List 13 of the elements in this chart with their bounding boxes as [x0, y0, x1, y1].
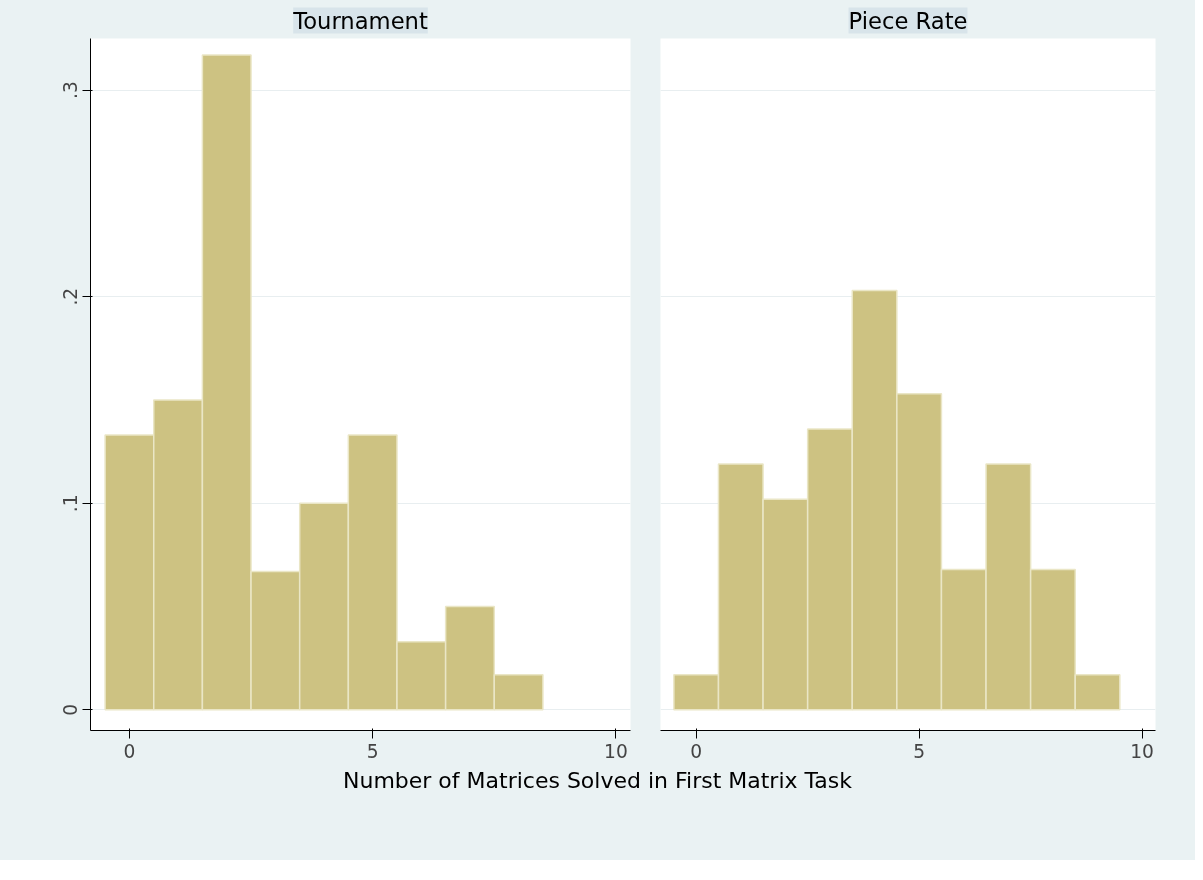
- chart-title: Piece Rate: [848, 7, 968, 34]
- x-tick-label: 5: [913, 740, 926, 762]
- x-tick-label: 10: [1130, 740, 1154, 762]
- chart-title: Tournament: [292, 7, 428, 34]
- x-tick-label: 5: [366, 740, 379, 762]
- y-tick-label: .1: [60, 494, 82, 513]
- x-tick-label: 0: [690, 740, 703, 762]
- y-tick-label: .3: [60, 81, 82, 100]
- x-axis-title: Number of Matrices Solved in First Matrix Task: [342, 767, 853, 795]
- y-tick-label: 0: [60, 703, 82, 716]
- x-tick-label: 10: [604, 740, 628, 762]
- y-tick-label: .2: [60, 287, 82, 306]
- x-tick-label: 0: [123, 740, 136, 762]
